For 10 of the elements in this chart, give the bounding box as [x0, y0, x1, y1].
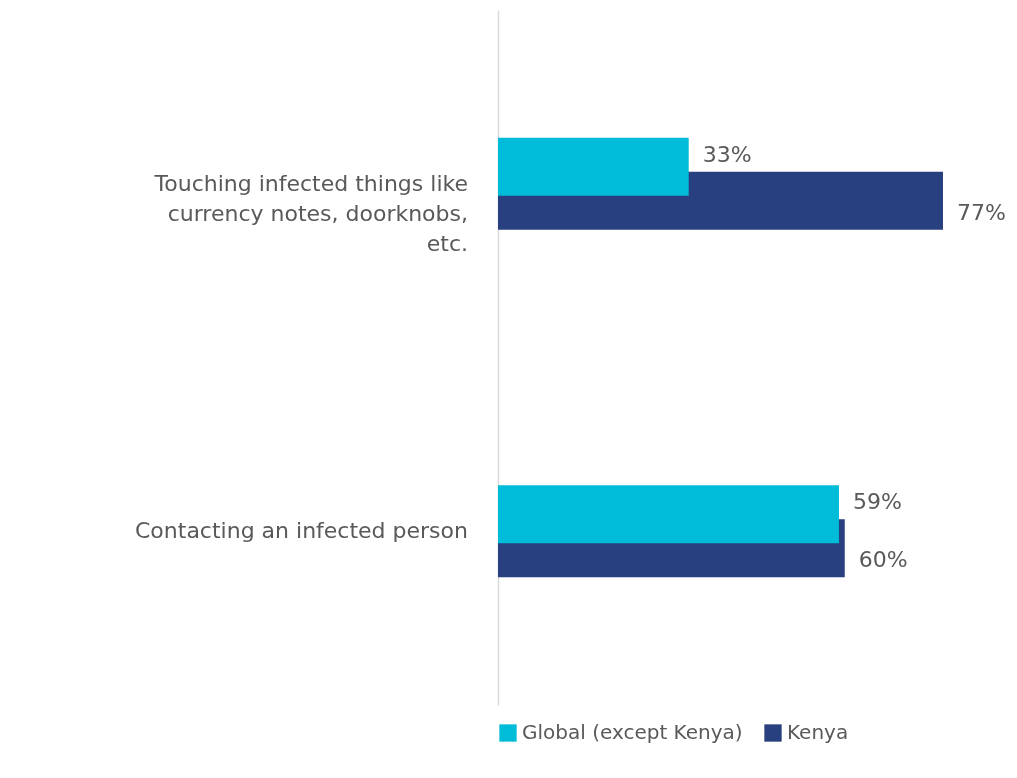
data-label: 60%: [858, 547, 908, 573]
data-label: 77%: [957, 199, 1006, 225]
data-label: 33%: [702, 141, 752, 167]
data-label: 59%: [852, 489, 902, 515]
y-tick-label: Contacting an infected person: [135, 518, 468, 544]
bar: [498, 485, 839, 544]
legend-label: Kenya: [787, 720, 849, 744]
bar: [498, 137, 689, 196]
y-tick-label: Touching infected things like currency notes, doorknobs, etc.: [153, 170, 468, 256]
legend-label: Global (except Kenya): [522, 720, 743, 744]
